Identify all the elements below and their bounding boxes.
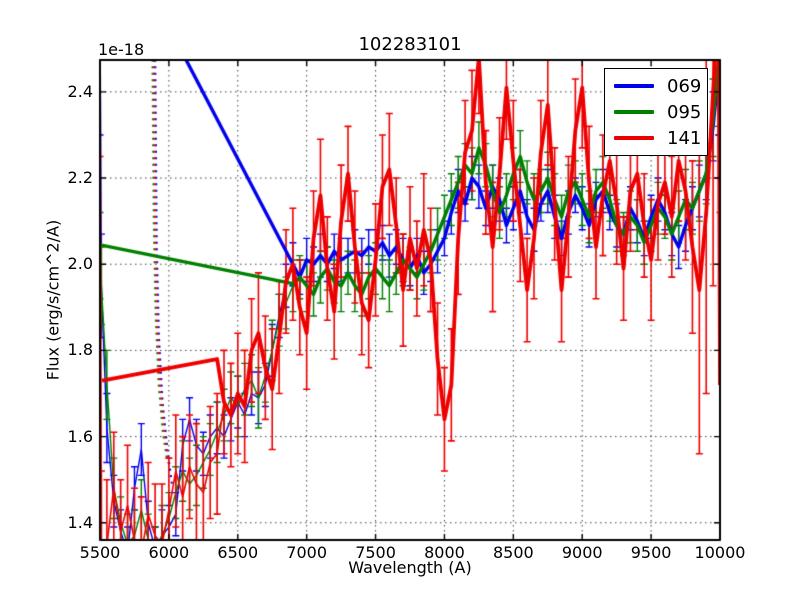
- legend-label-095: 095: [667, 101, 702, 123]
- legend-line-141-icon: [614, 136, 654, 140]
- y-tick-label-2.0: 2.0: [67, 254, 93, 274]
- x-axis-label: Wavelength (A): [348, 558, 472, 577]
- x-tick-label-9000: 9000: [561, 543, 603, 562]
- y-tick-label-2.4: 2.4: [67, 81, 93, 101]
- legend-line-095-icon: [614, 110, 654, 114]
- legend-line-069-icon: [614, 84, 654, 88]
- legend-entry-069: 069: [605, 76, 707, 97]
- legend-entry-095: 095: [605, 102, 707, 123]
- y-tick-label-1.8: 1.8: [67, 340, 93, 360]
- legend-label-069: 069: [667, 75, 702, 97]
- x-tick-label-6000: 6000: [148, 543, 190, 562]
- x-tick-label-8000: 8000: [424, 543, 465, 562]
- x-tick-label-7500: 7500: [355, 543, 396, 562]
- legend: 069 095 141: [604, 68, 708, 156]
- x-tick-label-7000: 7000: [286, 543, 328, 562]
- y-tick-label-1.4: 1.4: [67, 512, 93, 532]
- y-tick-label-1.6: 1.6: [67, 426, 93, 446]
- legend-entry-141: 141: [605, 128, 707, 149]
- legend-label-141: 141: [667, 127, 702, 149]
- x-tick-label-5500: 5500: [79, 543, 121, 562]
- y-tick-label-2.2: 2.2: [67, 168, 93, 188]
- x-tick-label-10000: 10000: [694, 543, 746, 562]
- x-tick-label-9500: 9500: [630, 543, 672, 562]
- x-tick-label-6500: 6500: [217, 543, 259, 562]
- plot-title: 102283101: [358, 34, 462, 55]
- y-axis-offset-text: 1e-18: [98, 40, 145, 59]
- x-tick-label-8500: 8500: [492, 543, 534, 562]
